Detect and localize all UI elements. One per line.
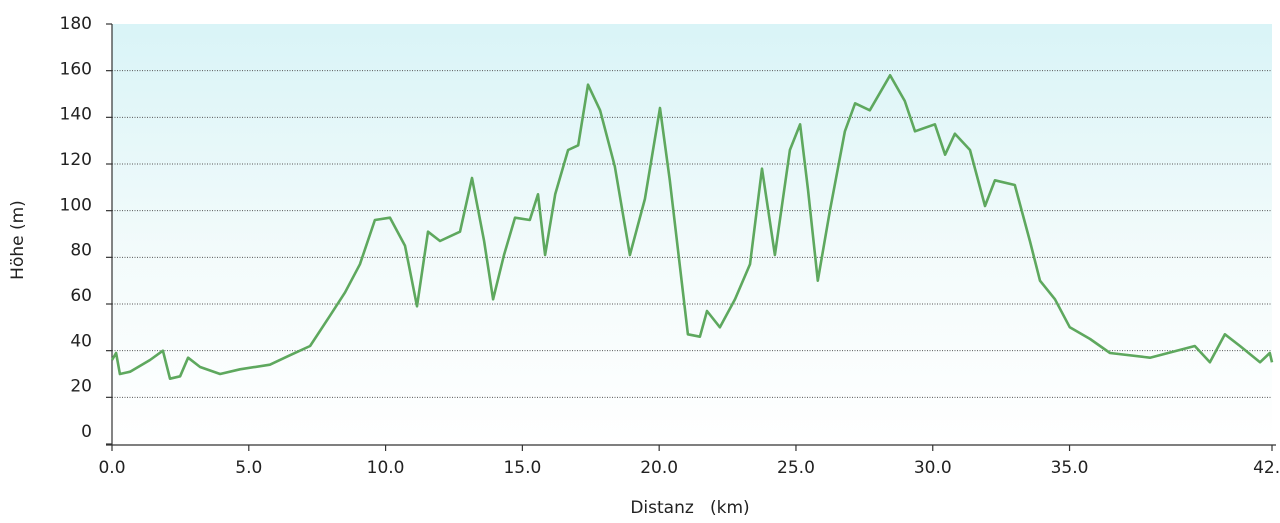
y-tick-label: 20 [70,377,92,397]
x-tick-label: 42.4 [1253,458,1280,478]
y-tick-label: 40 [70,331,92,351]
x-tick-label: 35.0 [1051,458,1089,478]
plot-background [112,24,1272,444]
y-tick-label: 160 [60,59,92,79]
x-tick-label: 10.0 [367,458,405,478]
y-tick-label: 120 [60,150,92,170]
x-tick-label: 15.0 [503,458,541,478]
x-axis-title: Distanz (km) [630,498,749,518]
y-tick-label: 80 [70,241,92,261]
x-tick-label: 25.0 [777,458,815,478]
y-tick-label: 140 [60,105,92,125]
y-tick-label: 60 [70,286,92,306]
y-tick-label: 100 [60,195,92,215]
y-tick-label: 0 [81,422,92,442]
x-tick-label: 0.0 [98,458,125,478]
y-axis-title: Höhe (m) [8,200,28,280]
x-tick-label: 20.0 [640,458,678,478]
y-tick-label: 180 [60,14,92,34]
x-tick-label: 30.0 [914,458,952,478]
elevation-line [110,74,1274,380]
x-tick-label: 5.0 [235,458,262,478]
